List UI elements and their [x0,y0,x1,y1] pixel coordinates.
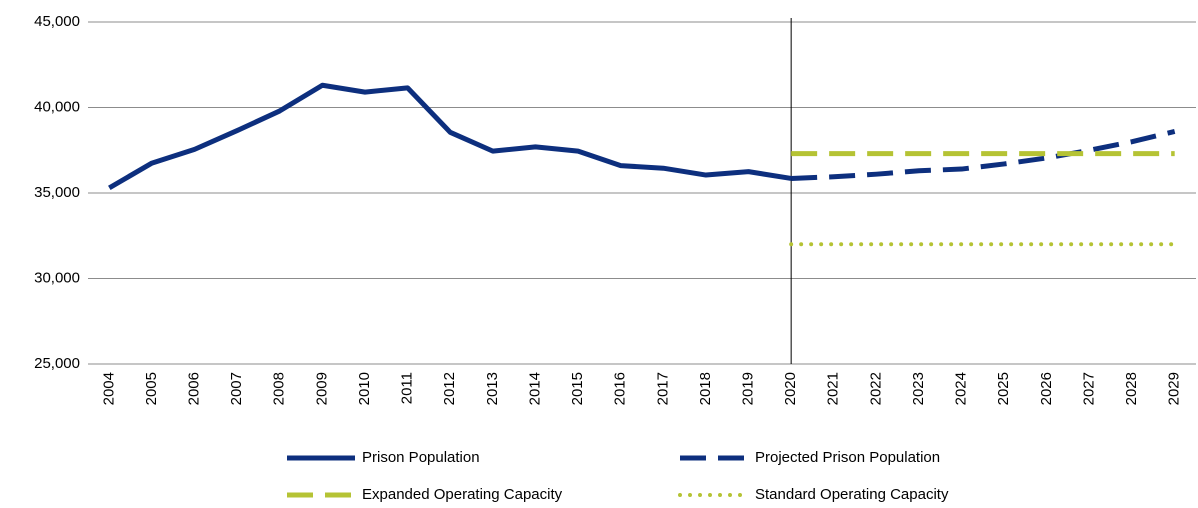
x-tick-label: 2023 [910,372,927,405]
x-tick-label: 2027 [1080,372,1097,405]
x-tick-label: 2014 [526,372,543,405]
x-tick-label: 2017 [654,372,671,405]
x-tick-label: 2009 [313,372,330,405]
x-tick-label: 2006 [186,372,203,405]
x-tick-label: 2010 [356,372,373,405]
x-tick-label: 2016 [612,372,629,405]
y-tick-label: 35,000 [34,184,80,201]
x-tick-label: 2015 [569,372,586,405]
x-tick-label: 2013 [484,372,501,405]
legend-label: Standard Operating Capacity [755,486,949,503]
x-tick-label: 2022 [867,372,884,405]
x-tick-label: 2018 [697,372,714,405]
y-tick-label: 45,000 [34,13,80,30]
series-line [791,129,1176,181]
legend-label: Projected Prison Population [755,449,940,466]
x-tick-label: 2004 [100,372,117,405]
x-tick-label: 2007 [228,372,245,405]
series-line [108,82,792,191]
y-tick-label: 30,000 [34,269,80,286]
x-tick-label: 2029 [1166,372,1183,405]
x-tick-label: 2026 [1038,372,1055,405]
legend-label: Prison Population [362,449,480,466]
x-tick-label: 2020 [782,372,799,405]
x-tick-label: 2028 [1123,372,1140,405]
x-tick-label: 2012 [441,372,458,405]
x-tick-label: 2024 [953,372,970,405]
y-tick-label: 40,000 [34,98,80,115]
x-tick-label: 2021 [825,372,842,405]
y-tick-label: 25,000 [34,355,80,372]
x-tick-label: 2008 [271,372,288,405]
legend-label: Expanded Operating Capacity [362,486,563,503]
x-tick-label: 2011 [399,372,416,404]
x-tick-label: 2019 [740,372,757,405]
x-tick-label: 2025 [995,372,1012,405]
x-tick-label: 2005 [143,372,160,405]
